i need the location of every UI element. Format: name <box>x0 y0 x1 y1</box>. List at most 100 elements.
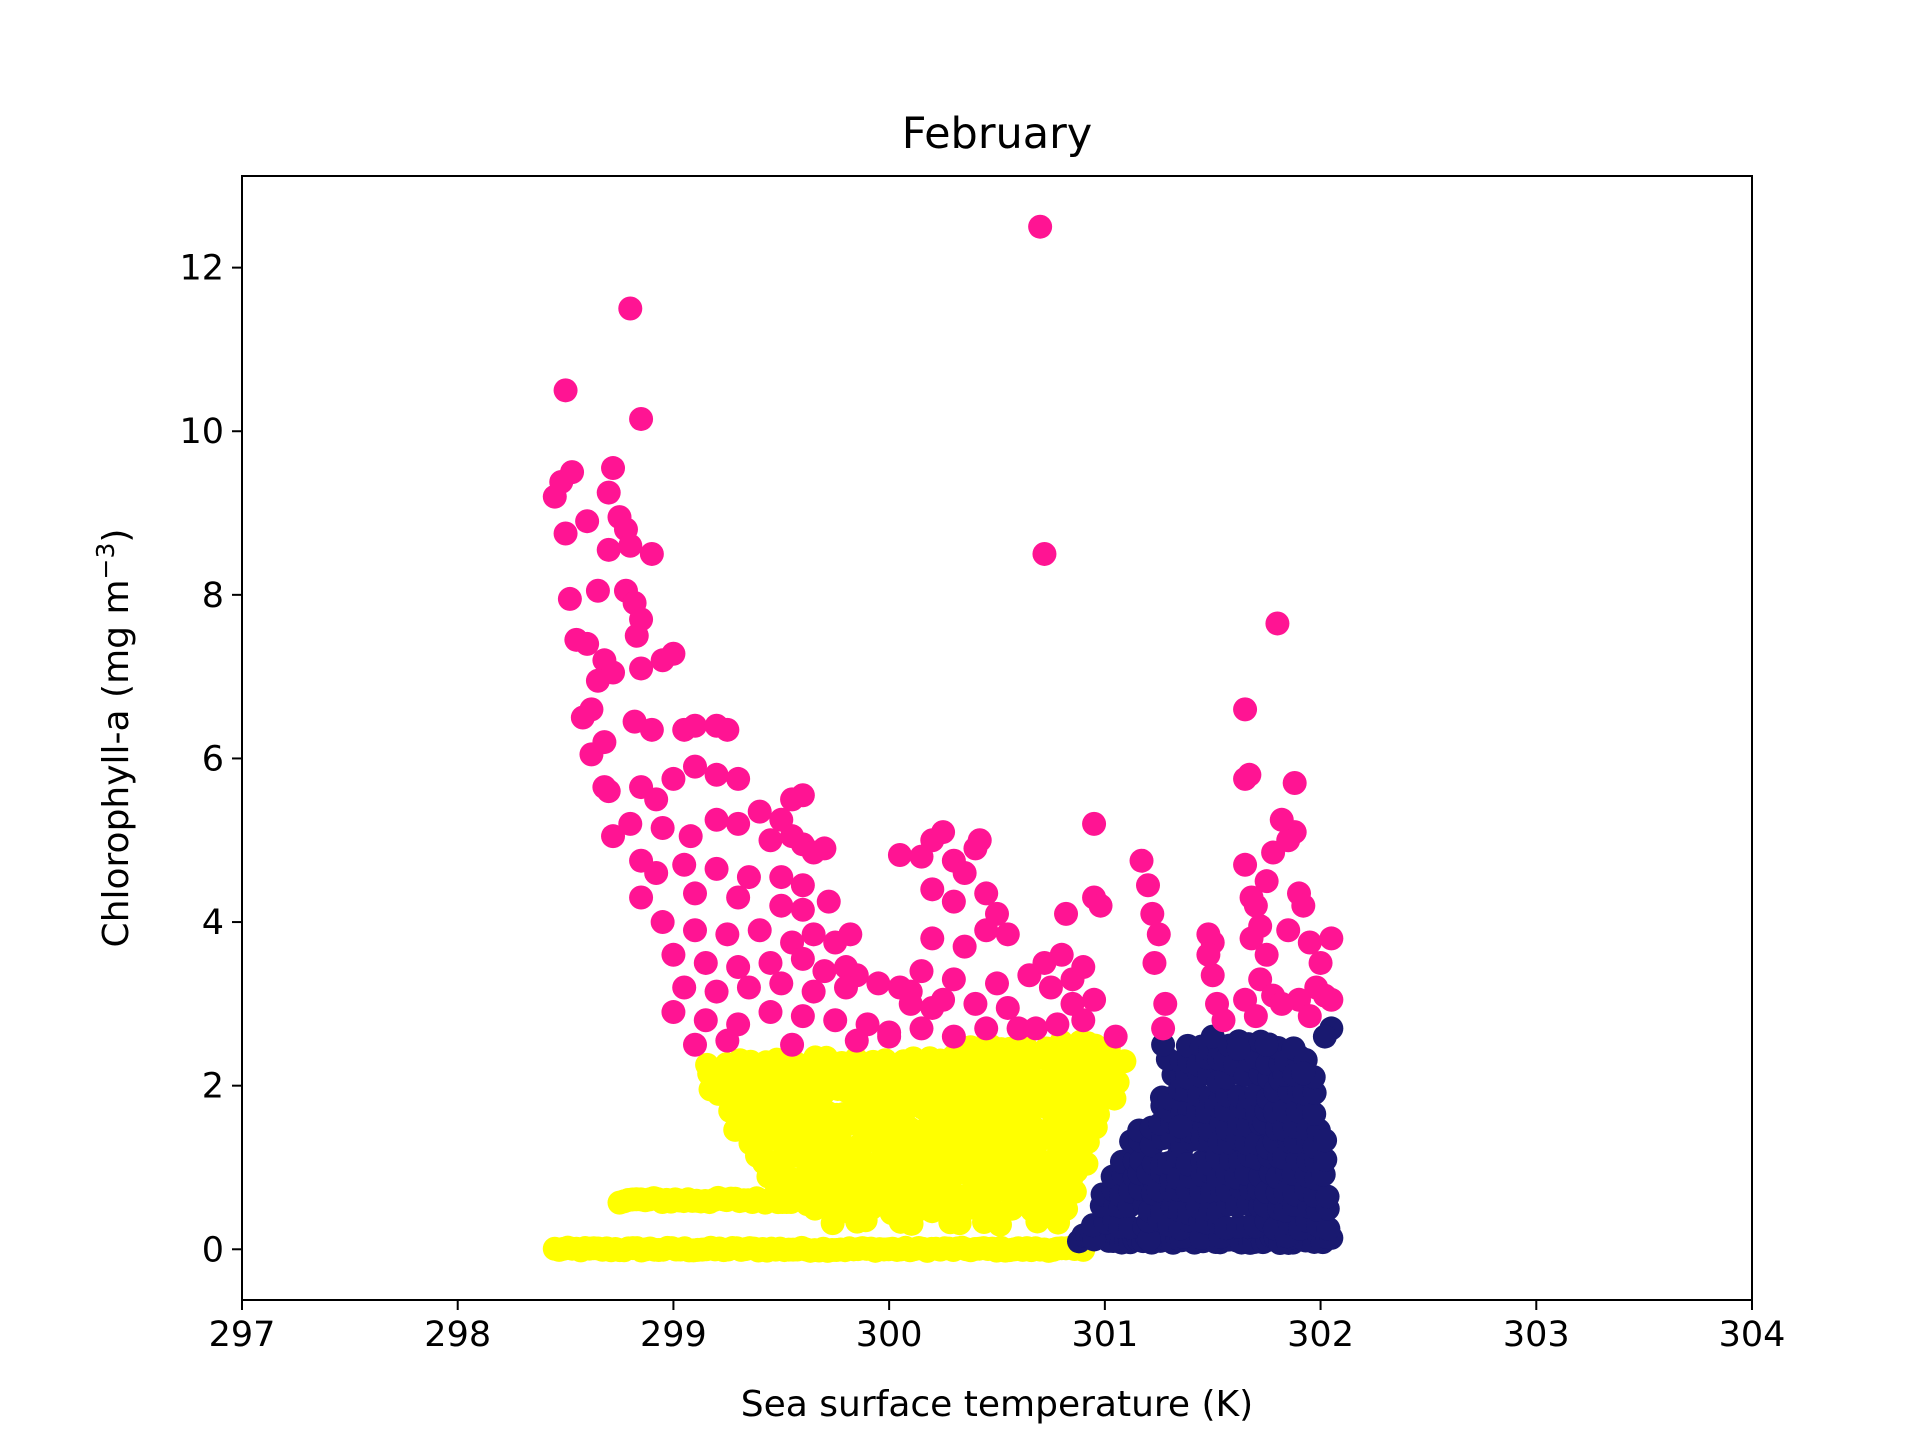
data-point <box>974 881 999 906</box>
data-point <box>1243 1004 1268 1029</box>
data-point <box>704 979 729 1004</box>
data-point <box>618 533 643 558</box>
data-point <box>683 881 707 906</box>
data-point <box>629 885 654 910</box>
data-point <box>1082 811 1107 836</box>
data-point <box>629 406 654 431</box>
data-point <box>769 893 794 918</box>
data-point <box>678 824 703 849</box>
data-point <box>1086 1102 1111 1127</box>
data-point <box>1071 955 1096 980</box>
data-point <box>736 865 761 890</box>
x-tick-label: 301 <box>1071 1315 1138 1355</box>
data-point <box>618 811 643 836</box>
data-point <box>967 828 992 853</box>
data-point <box>650 815 675 840</box>
data-point <box>726 885 751 910</box>
data-point <box>920 926 945 951</box>
data-point <box>790 783 815 808</box>
data-point <box>1269 807 1294 832</box>
data-point <box>1140 901 1165 926</box>
data-point <box>661 942 686 967</box>
data-point <box>952 860 977 885</box>
data-point <box>661 1000 686 1025</box>
data-point <box>758 950 783 975</box>
data-point <box>887 842 912 867</box>
y-axis-title-close: ) <box>96 529 137 543</box>
data-point <box>1297 930 1322 955</box>
data-point <box>909 959 934 984</box>
data-point <box>693 950 718 975</box>
data-point <box>1200 963 1225 988</box>
data-point <box>1237 762 1262 787</box>
data-point <box>1254 869 1279 894</box>
x-tick-label: 297 <box>209 1315 276 1355</box>
data-point <box>1319 987 1344 1012</box>
data-point <box>974 1016 999 1041</box>
data-point <box>596 480 621 505</box>
data-point <box>715 922 740 947</box>
data-point <box>639 717 664 742</box>
data-point <box>1248 967 1273 992</box>
data-point <box>693 1008 718 1033</box>
data-point <box>644 860 669 885</box>
data-point <box>575 509 600 534</box>
y-axis-title-superscript: −3 <box>91 543 120 580</box>
data-point <box>1153 991 1178 1016</box>
data-point <box>601 660 626 685</box>
data-point <box>726 955 751 980</box>
data-point <box>672 852 697 877</box>
data-point <box>704 807 729 832</box>
data-point <box>1265 611 1290 636</box>
data-point <box>985 971 1009 996</box>
data-point <box>1146 922 1171 947</box>
data-point <box>1291 1061 1316 1086</box>
data-point <box>801 979 826 1004</box>
data-point <box>592 775 617 800</box>
data-point <box>1243 893 1268 918</box>
data-point <box>1254 1032 1279 1057</box>
data-point <box>1313 1147 1338 1172</box>
data-point <box>1308 950 1333 975</box>
data-point <box>1054 901 1079 926</box>
x-axis-title: Sea surface temperature (K) <box>741 1384 1253 1425</box>
y-tick-label: 2 <box>202 1067 224 1107</box>
data-point <box>596 537 621 562</box>
data-point <box>877 1024 902 1049</box>
data-point <box>1233 697 1258 722</box>
x-tick-label: 300 <box>856 1315 923 1355</box>
data-point <box>769 971 794 996</box>
data-point <box>683 713 707 738</box>
data-point <box>1269 991 1294 1016</box>
data-point <box>1112 1049 1137 1074</box>
plot-frame <box>241 175 1753 1301</box>
y-axis-title-main: Chlorophyll-a (mg m <box>96 579 137 947</box>
data-point <box>1282 770 1307 795</box>
data-point <box>560 460 585 485</box>
data-point <box>624 623 649 648</box>
data-point <box>974 918 999 943</box>
data-point <box>931 820 956 845</box>
x-tick-label: 298 <box>424 1315 491 1355</box>
data-point <box>1226 1036 1251 1061</box>
y-tick-label: 4 <box>202 903 224 943</box>
data-point <box>941 967 966 992</box>
data-point <box>790 873 815 898</box>
data-point <box>941 1024 966 1049</box>
data-point <box>866 971 891 996</box>
data-points <box>542 214 1344 1263</box>
data-point <box>644 787 669 812</box>
data-point <box>1254 942 1279 967</box>
x-axis: 297 298 299 300 301 302 303 304 <box>209 1300 1785 1355</box>
data-point <box>812 959 837 984</box>
data-point <box>1105 1070 1130 1095</box>
data-point <box>661 641 686 666</box>
data-point <box>995 922 1020 947</box>
data-point <box>1233 852 1258 877</box>
data-point <box>1313 1128 1338 1153</box>
data-point <box>963 991 988 1016</box>
data-point <box>715 717 740 742</box>
data-point <box>1151 1016 1176 1041</box>
data-point <box>909 1016 934 1041</box>
